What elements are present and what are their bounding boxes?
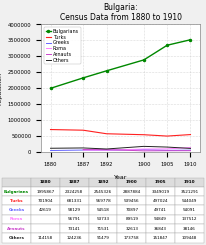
Greeks — [189, 149, 192, 152]
Roma — [143, 147, 145, 150]
Others — [49, 147, 52, 150]
Greeks — [105, 149, 108, 152]
Others — [105, 147, 108, 150]
Arnauts — [143, 149, 145, 152]
Y-axis label: Population: Population — [0, 72, 2, 105]
Line: Roma: Roma — [83, 147, 191, 150]
Arnauts — [189, 149, 192, 152]
Others — [82, 147, 84, 149]
Bulgarians — [143, 59, 145, 61]
Bulgarians — [82, 76, 84, 79]
Roma — [82, 149, 84, 152]
Legend: Bulgarians, Turks, Greeks, Roma, Arnauts, Others: Bulgarians, Turks, Greeks, Roma, Arnauts… — [44, 27, 81, 64]
Turks — [49, 128, 52, 131]
Turks — [166, 135, 168, 137]
Bulgarians — [189, 38, 192, 41]
Others — [143, 145, 145, 148]
Text: Year: Year — [114, 175, 127, 180]
Line: Bulgarians: Bulgarians — [49, 39, 192, 89]
Line: Arnauts: Arnauts — [83, 149, 191, 151]
Others — [166, 146, 168, 148]
Arnauts — [166, 149, 168, 152]
Arnauts — [82, 148, 84, 151]
Others — [189, 147, 192, 150]
Bulgarians — [49, 87, 52, 90]
Roma — [166, 147, 168, 150]
Greeks — [143, 148, 145, 151]
Turks — [143, 133, 145, 136]
Greeks — [82, 148, 84, 151]
Title: Bulgaria:
Census Data from 1880 to 1910: Bulgaria: Census Data from 1880 to 1910 — [60, 3, 181, 22]
Bulgarians — [105, 69, 108, 72]
Turks — [105, 132, 108, 135]
Roma — [105, 149, 108, 152]
Greeks — [49, 149, 52, 152]
Arnauts — [105, 148, 108, 151]
Turks — [189, 133, 192, 136]
Greeks — [166, 149, 168, 152]
Roma — [189, 146, 192, 149]
Turks — [82, 129, 84, 132]
Line: Turks: Turks — [50, 130, 191, 136]
Bulgarians — [166, 44, 168, 47]
Line: Others: Others — [50, 146, 191, 149]
